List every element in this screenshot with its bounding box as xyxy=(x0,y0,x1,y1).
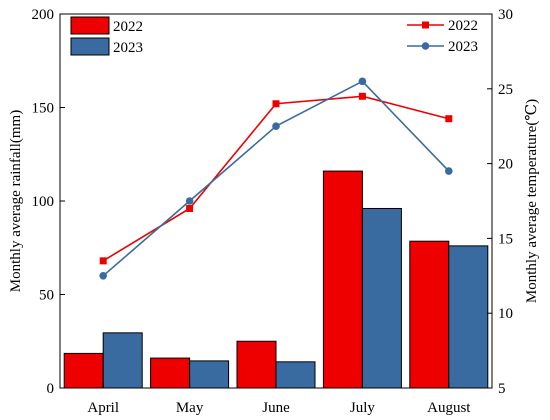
bars-layer xyxy=(63,170,489,389)
bar-2022-april xyxy=(63,352,104,389)
point-2023-april xyxy=(99,272,107,280)
point-2022-july xyxy=(358,92,366,100)
x-tick-label: August xyxy=(427,400,471,416)
point-2022-april xyxy=(99,257,107,265)
line-legend-marker-2023 xyxy=(421,42,430,50)
y2-tick-label: 5 xyxy=(498,381,506,397)
bar-legend-swatch-2023 xyxy=(70,37,110,56)
line-legend: 2022 2023 xyxy=(407,18,478,55)
point-2022-august xyxy=(445,115,453,123)
bar-2023-june xyxy=(275,361,316,389)
bar-legend-label: 2023 xyxy=(113,40,143,56)
line-legend-marker-2022 xyxy=(422,21,429,29)
y-tick-label: 0 xyxy=(47,381,55,397)
point-2023-june xyxy=(272,122,280,130)
left-axis: 0 50 100 150 200 xyxy=(32,7,65,397)
bar-legend-swatch-2022 xyxy=(70,16,110,35)
bar-legend: 2022 2023 xyxy=(70,16,143,56)
bar-2023-august xyxy=(448,245,489,389)
point-2022-may xyxy=(186,204,194,212)
y2-axis-label: Monthly average temperature(℃) xyxy=(524,99,540,303)
bar-2023-may xyxy=(189,360,230,389)
x-tick-label: June xyxy=(262,400,290,416)
point-2023-july xyxy=(358,77,367,86)
x-tick-label: July xyxy=(350,400,376,416)
y-tick-label: 100 xyxy=(32,194,55,210)
bar-2023-april xyxy=(102,332,143,389)
lines-layer xyxy=(99,77,453,280)
y2-tick-label: 20 xyxy=(498,157,513,173)
y2-tick-label: 25 xyxy=(498,82,513,98)
y-tick-label: 50 xyxy=(39,288,54,304)
point-2023-august xyxy=(445,167,453,175)
bar-legend-label: 2022 xyxy=(113,19,143,35)
y2-tick-label: 15 xyxy=(498,231,513,247)
y-tick-label: 200 xyxy=(32,7,55,23)
line-legend-label: 2022 xyxy=(448,18,478,34)
bar-2022-june xyxy=(236,340,277,389)
y-tick-label: 150 xyxy=(32,101,55,117)
right-axis: 5 10 15 20 25 30 xyxy=(487,7,513,397)
x-tick-label: April xyxy=(87,400,119,416)
y-axis-label: Monthly average rainfall(mm) xyxy=(8,110,24,292)
point-2023-may xyxy=(185,197,194,205)
line-legend-label: 2023 xyxy=(448,39,478,55)
y2-tick-label: 10 xyxy=(498,306,513,322)
x-tick-label: May xyxy=(176,400,204,416)
bar-2022-july xyxy=(322,170,363,389)
x-axis: April May June July August xyxy=(87,383,471,416)
y2-tick-label: 30 xyxy=(498,7,513,23)
point-2022-june xyxy=(272,100,280,108)
bar-2022-august xyxy=(409,240,450,389)
bar-2023-july xyxy=(361,207,402,389)
bar-2022-may xyxy=(150,357,191,389)
